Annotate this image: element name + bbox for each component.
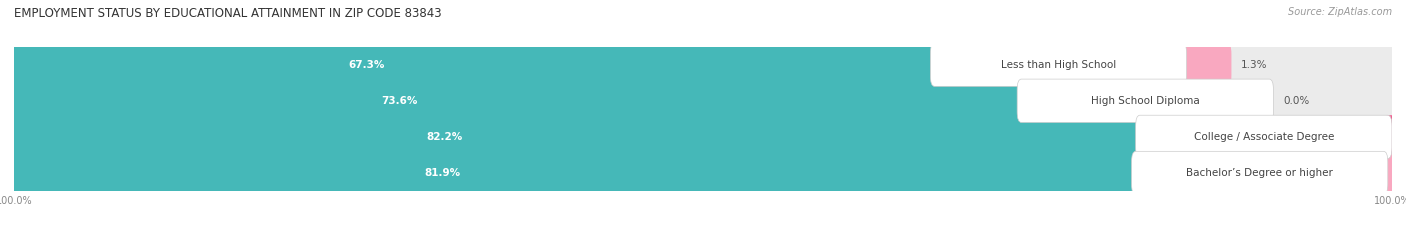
Text: 1.3%: 1.3% [1241, 60, 1268, 70]
FancyBboxPatch shape [1017, 79, 1274, 123]
Text: 73.6%: 73.6% [381, 96, 418, 106]
FancyBboxPatch shape [7, 103, 1399, 171]
FancyBboxPatch shape [7, 139, 1399, 207]
FancyBboxPatch shape [10, 151, 1147, 195]
FancyBboxPatch shape [931, 43, 1187, 86]
Text: 82.2%: 82.2% [426, 132, 463, 142]
Text: 81.9%: 81.9% [425, 168, 461, 178]
Text: Bachelor’s Degree or higher: Bachelor’s Degree or higher [1187, 168, 1333, 178]
FancyBboxPatch shape [1379, 151, 1406, 195]
Text: 0.0%: 0.0% [1284, 96, 1309, 106]
FancyBboxPatch shape [1136, 115, 1392, 159]
FancyBboxPatch shape [1384, 115, 1406, 159]
Text: High School Diploma: High School Diploma [1091, 96, 1199, 106]
Text: College / Associate Degree: College / Associate Degree [1194, 132, 1334, 142]
FancyBboxPatch shape [10, 43, 945, 86]
Text: EMPLOYMENT STATUS BY EDUCATIONAL ATTAINMENT IN ZIP CODE 83843: EMPLOYMENT STATUS BY EDUCATIONAL ATTAINM… [14, 7, 441, 20]
FancyBboxPatch shape [7, 66, 1399, 135]
Text: Less than High School: Less than High School [1001, 60, 1116, 70]
FancyBboxPatch shape [10, 115, 1152, 159]
FancyBboxPatch shape [1178, 43, 1232, 86]
FancyBboxPatch shape [10, 79, 1032, 123]
FancyBboxPatch shape [7, 30, 1399, 99]
Text: 67.3%: 67.3% [349, 60, 385, 70]
Text: Source: ZipAtlas.com: Source: ZipAtlas.com [1288, 7, 1392, 17]
FancyBboxPatch shape [1132, 151, 1388, 195]
